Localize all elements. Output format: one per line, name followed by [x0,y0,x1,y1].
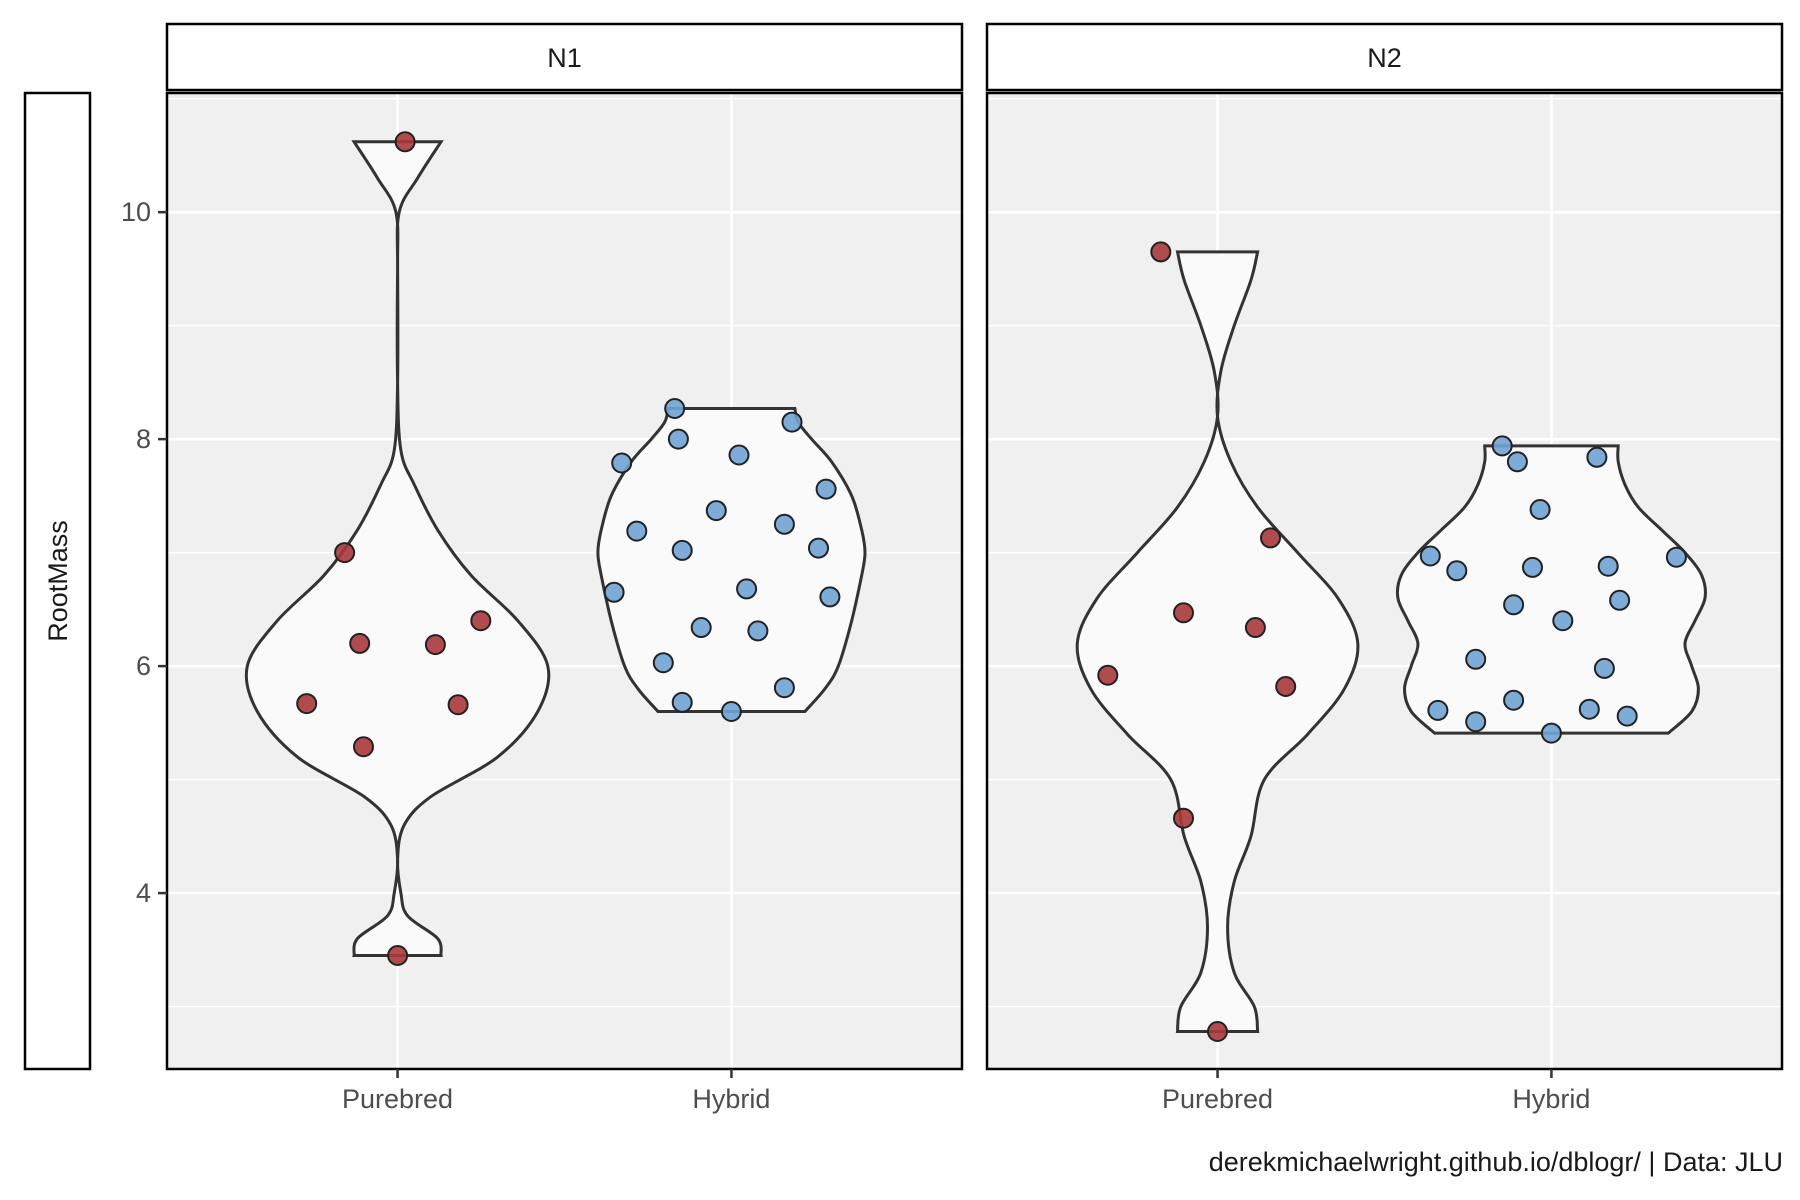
data-point [1586,446,1608,468]
data-point [1260,527,1281,549]
data-point [1506,451,1528,473]
data-point [611,452,633,474]
data-point [1503,594,1525,616]
x-tick-label: Hybrid [692,1084,770,1114]
facet-n1: N1 4 6 8 10 Purebred Hybrid [121,22,964,1114]
violin-purebred [1075,250,1360,1033]
data-point [773,677,795,699]
data-point [1173,807,1194,829]
data-point [1503,689,1525,711]
strip-box-n1 [165,22,964,92]
data-point [1465,711,1487,733]
data-point [1552,610,1574,632]
data-point [447,694,469,716]
data-point [334,542,356,564]
y-tick-label: 6 [136,651,151,681]
data-point [1275,676,1297,697]
data-point [1446,560,1468,582]
data-point [296,693,318,715]
data-point [1150,241,1172,263]
data-point [387,945,409,966]
data-point [1244,617,1266,638]
data-point [720,701,742,722]
data-point [1097,664,1119,686]
data-point [1465,648,1487,670]
y-axis-label: RootMass [43,520,73,642]
points-n1 [296,131,841,966]
data-point [603,581,625,603]
ylabel-box [23,91,92,1071]
data-point [652,652,674,674]
data-point [667,428,689,450]
data-point [1427,699,1449,721]
data-point [424,634,446,656]
x-axis-n1: Purebred Hybrid [342,1069,770,1114]
data-point [1207,1021,1228,1042]
data-point [690,617,712,638]
y-tick-label: 8 [136,424,151,454]
panel-border-n1 [165,91,964,1071]
data-point [736,578,758,600]
x-tick-label: Purebred [342,1084,453,1114]
data-point [671,691,693,713]
data-point [671,539,693,561]
data-point [1665,546,1687,568]
data-point [1529,499,1551,520]
facet-n2: N2 Purebred Hybrid [985,22,1784,1114]
data-point [819,586,841,608]
y-tick-label: 10 [121,197,151,227]
data-point [808,537,829,559]
data-point [1593,657,1615,679]
data-point [1578,698,1600,720]
violin-purebred [244,140,551,957]
y-tick-label: 4 [136,878,151,908]
data-point [728,444,750,466]
data-point [815,478,837,500]
strip-label-n1: N1 [547,43,582,73]
data-point [781,411,803,433]
data-point [1616,705,1638,727]
data-point [664,398,686,419]
data-point [1609,589,1631,611]
x-tick-label: Hybrid [1512,1084,1590,1114]
x-tick-label: Purebred [1162,1084,1273,1114]
data-point [1491,435,1513,457]
data-point [1540,722,1562,744]
data-point [1173,602,1194,624]
data-point [1522,556,1543,578]
x-axis-n2: Purebred Hybrid [1162,1069,1590,1114]
strip-label-n2: N2 [1367,43,1402,73]
data-point [394,131,416,153]
strip-box-n2 [985,22,1784,92]
data-point [470,610,492,632]
data-point [705,500,727,522]
data-point [747,620,769,642]
data-point [1419,545,1441,567]
data-point [349,632,371,654]
data-point [626,520,648,542]
y-axis-n1: 4 6 8 10 [121,197,167,908]
data-point [773,513,795,535]
panel-border-n2 [985,91,1784,1071]
caption: derekmichaelwright.github.io/dblogr/ | D… [1209,1147,1783,1177]
data-point [353,736,374,758]
violins-n1 [244,140,867,957]
data-point [1597,555,1619,577]
points-n2 [1097,241,1687,1042]
